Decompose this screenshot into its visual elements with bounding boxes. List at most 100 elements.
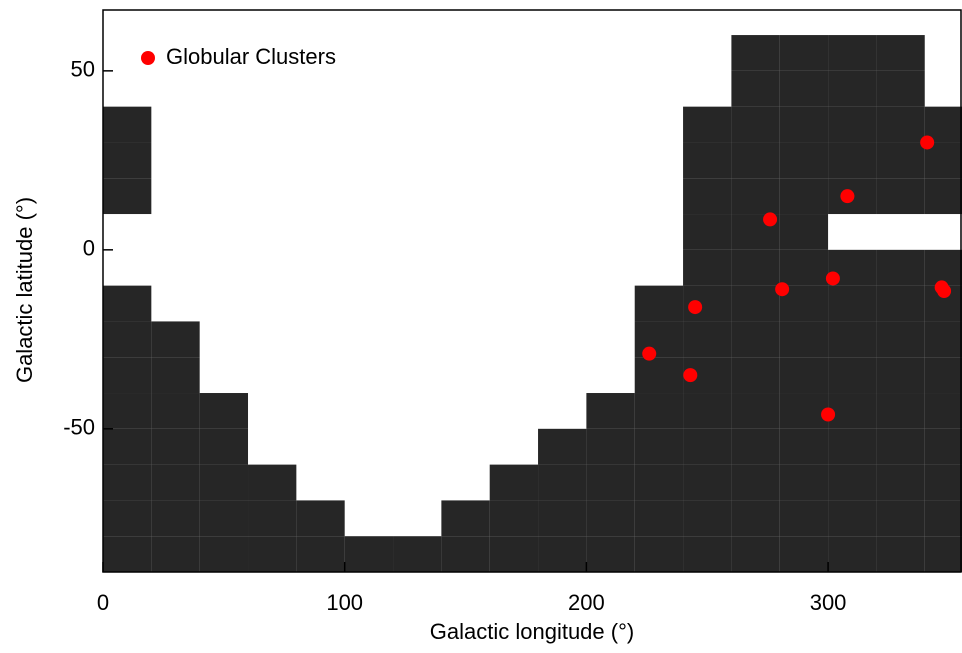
coverage-cell	[828, 106, 877, 143]
coverage-cell	[828, 393, 877, 429]
coverage-cell	[779, 428, 829, 465]
cluster-point	[683, 368, 698, 383]
coverage-cell	[876, 536, 925, 572]
coverage-cell	[296, 500, 345, 537]
coverage-cell	[393, 536, 442, 572]
coverage-cell	[103, 285, 152, 322]
coverage-cell	[779, 393, 829, 429]
coverage-cell	[103, 428, 152, 465]
coverage-cell	[731, 464, 780, 501]
coverage-cell	[538, 500, 587, 537]
coverage-cell	[876, 249, 925, 286]
coverage-cell	[683, 536, 732, 572]
coverage-cell	[828, 536, 877, 572]
coverage-cell	[779, 464, 829, 501]
coverage-cell	[634, 285, 684, 322]
coverage-cell	[876, 464, 925, 501]
coverage-cell	[779, 249, 829, 286]
coverage-cell	[151, 536, 200, 572]
coverage-cell	[683, 393, 732, 429]
coverage-cell	[634, 321, 684, 358]
coverage-cell	[828, 142, 877, 179]
coverage-cell	[634, 464, 684, 501]
coverage-cell	[344, 536, 394, 572]
coverage-cell	[683, 178, 732, 215]
coverage-cell	[924, 142, 962, 179]
coverage-cell	[876, 357, 925, 394]
coverage-cell	[489, 536, 539, 572]
coverage-cell	[634, 428, 684, 465]
coverage-cell	[586, 464, 635, 501]
cluster-point	[763, 212, 778, 227]
coverage-cell	[586, 393, 635, 429]
coverage-cell	[634, 536, 684, 572]
coverage-cell	[828, 357, 877, 394]
coverage-cell	[683, 321, 732, 358]
coverage-cell	[779, 500, 829, 537]
coverage-cell	[151, 357, 200, 394]
coverage-cell	[924, 321, 962, 358]
coverage-cell	[779, 35, 829, 71]
coverage-cell	[876, 321, 925, 358]
coverage-cell	[924, 178, 962, 215]
x-axis-label: Galactic longitude (°)	[430, 619, 634, 644]
coverage-cell	[441, 536, 490, 572]
coverage-cell	[586, 500, 635, 537]
coverage-cell	[924, 428, 962, 465]
coverage-cell	[924, 500, 962, 537]
coverage-cell	[634, 357, 684, 394]
coverage-cell	[538, 464, 587, 501]
coverage-cell	[103, 464, 152, 501]
coverage-cell	[683, 142, 732, 179]
plot-frame	[102, 9, 962, 573]
coverage-cell	[151, 464, 200, 501]
coverage-cell	[683, 428, 732, 465]
coverage-cell	[779, 357, 829, 394]
coverage-cell	[924, 464, 962, 501]
cluster-point	[825, 271, 840, 286]
coverage-cell	[441, 500, 490, 537]
coverage-cell	[103, 321, 152, 358]
coverage-cell	[779, 178, 829, 215]
coverage-cell	[924, 249, 962, 286]
coverage-cell	[248, 500, 297, 537]
coverage-cell	[828, 500, 877, 537]
coverage-cell	[151, 500, 200, 537]
coverage-cell	[683, 249, 732, 286]
coverage-cell	[876, 285, 925, 322]
coverage-cell	[683, 106, 732, 143]
coverage-cell	[103, 500, 152, 537]
coverage-cell	[151, 321, 200, 358]
coverage-cell	[828, 464, 877, 501]
coverage-cell	[731, 357, 780, 394]
coverage-cell	[876, 500, 925, 537]
coverage-cell	[489, 500, 539, 537]
coverage-cell	[538, 428, 587, 465]
coverage-cell	[248, 464, 297, 501]
coverage-cell	[924, 357, 962, 394]
coverage-cell	[779, 321, 829, 358]
coverage-cell	[828, 321, 877, 358]
coverage-cell	[683, 464, 732, 501]
coverage-cell	[828, 35, 877, 71]
coverage-cell	[779, 106, 829, 143]
y-tick-label: 50	[71, 57, 95, 82]
legend-marker	[141, 51, 155, 65]
coverage-cell	[296, 536, 345, 572]
x-tick-label: 300	[810, 590, 847, 615]
plot-area	[103, 35, 962, 572]
coverage-cell	[731, 285, 780, 322]
coverage-cell	[876, 70, 925, 107]
coverage-cell	[586, 536, 635, 572]
coverage-cell	[151, 428, 200, 465]
coverage-cell	[828, 428, 877, 465]
coverage-cell	[779, 70, 829, 107]
coverage-cell	[731, 536, 780, 572]
coverage-cell	[103, 536, 152, 572]
coverage-cell	[779, 142, 829, 179]
coverage-cell	[924, 536, 962, 572]
coverage-cell	[924, 106, 962, 143]
coverage-cell	[876, 393, 925, 429]
cluster-point	[642, 346, 657, 361]
coverage-cell	[731, 428, 780, 465]
